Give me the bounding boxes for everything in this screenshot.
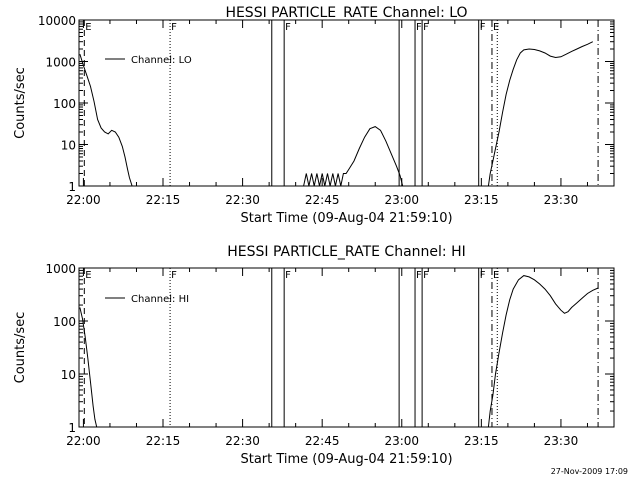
chart-title: HESSI PARTICLE_RATE Channel: LO bbox=[225, 5, 467, 21]
annotation-label: E bbox=[85, 22, 91, 33]
chart-panel-1: HESSI PARTICLE_RATE Channel: LO Counts/se… bbox=[13, 5, 615, 226]
plot-frame bbox=[78, 267, 615, 428]
annotation-label: F bbox=[480, 270, 486, 281]
annotation-label: F bbox=[416, 270, 422, 281]
data-series-line bbox=[303, 126, 404, 187]
data-series-line bbox=[79, 54, 133, 187]
x-tick-label: 22:00 bbox=[66, 434, 101, 448]
annotation-label: F bbox=[285, 270, 291, 281]
x-tick-label: 22:00 bbox=[66, 193, 101, 207]
x-tick-label: 23:00 bbox=[384, 434, 419, 448]
annotation-label: F bbox=[171, 270, 177, 281]
y-tick-label: 10 bbox=[61, 368, 76, 382]
x-tick-label: 22:15 bbox=[146, 193, 181, 207]
annotation-label: F bbox=[423, 270, 429, 281]
y-tick-label: 1 bbox=[68, 421, 76, 435]
x-axis-label: Start Time (09-Aug-04 21:59:10) bbox=[240, 211, 452, 226]
annotation-label: E bbox=[85, 270, 91, 281]
x-tick-label: 22:30 bbox=[225, 434, 260, 448]
data-series-line bbox=[487, 41, 594, 187]
chart-panel-2: HESSI PARTICLE_RATE Channel: HI Counts/se… bbox=[13, 244, 615, 467]
y-tick-label: 1 bbox=[68, 180, 76, 194]
annotation-label: E bbox=[493, 22, 499, 33]
annotation-label: F bbox=[423, 22, 429, 33]
y-tick-label: 100 bbox=[53, 315, 76, 329]
y-tick-label: 10000 bbox=[38, 14, 76, 28]
legend-label: Channel: LO bbox=[131, 55, 192, 66]
annotation-label: F bbox=[285, 22, 291, 33]
x-tick-label: 23:00 bbox=[384, 193, 419, 207]
footer-timestamp: 27-Nov-2009 17:09 bbox=[551, 467, 628, 476]
data-series-line bbox=[487, 275, 599, 428]
annotation-label: E bbox=[493, 270, 499, 281]
annotation-label: F bbox=[480, 22, 486, 33]
y-axis-label: Counts/sec bbox=[13, 312, 28, 384]
y-tick-label: 1000 bbox=[45, 262, 76, 276]
y-tick-label: 10 bbox=[61, 139, 76, 153]
x-tick-label: 22:45 bbox=[305, 193, 340, 207]
data-series-line bbox=[79, 307, 98, 428]
annotation-label: F bbox=[171, 22, 177, 33]
y-tick-label: 100 bbox=[53, 97, 76, 111]
x-tick-label: 22:30 bbox=[225, 193, 260, 207]
y-axis-label: Counts/sec bbox=[13, 67, 28, 139]
x-tick-label: 22:15 bbox=[146, 434, 181, 448]
x-tick-label: 23:30 bbox=[544, 193, 579, 207]
legend-label: Channel: HI bbox=[131, 294, 189, 305]
x-tick-label: 23:15 bbox=[464, 193, 499, 207]
annotation-label: F bbox=[416, 22, 422, 33]
x-axis-label: Start Time (09-Aug-04 21:59:10) bbox=[240, 452, 452, 467]
y-tick-label: 1000 bbox=[45, 56, 76, 70]
x-tick-label: 23:30 bbox=[544, 434, 579, 448]
chart-title: HESSI PARTICLE_RATE Channel: HI bbox=[227, 244, 465, 260]
x-tick-label: 22:45 bbox=[305, 434, 340, 448]
x-tick-label: 23:15 bbox=[464, 434, 499, 448]
